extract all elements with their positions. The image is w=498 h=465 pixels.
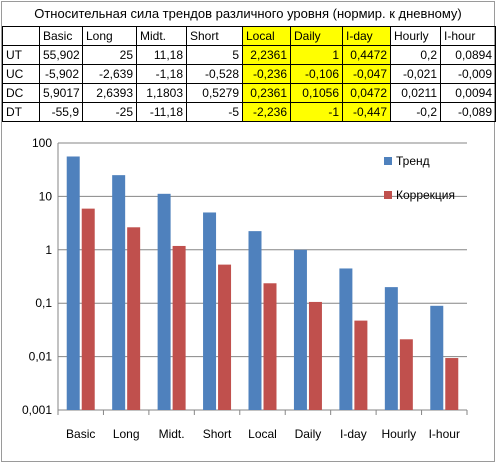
table-cell: 11,18 [136, 45, 187, 65]
data-table: Basic Long Midt. Short Local Daily I-day Hourly… [2, 26, 496, 122]
x-tick-label: Basic [66, 427, 95, 441]
table-cell: -11,18 [136, 102, 187, 122]
table-cell: -55,9 [39, 102, 83, 122]
column-header: Short [186, 26, 243, 46]
table-row: DC 5,9017 2,6393 1,1803 0,5279 0,2361 0,1056 0,… [2, 83, 496, 103]
table-cell: -0,236 [242, 64, 291, 84]
table-cell: 0,2361 [242, 83, 291, 103]
legend-label-trend: Тренд [396, 154, 430, 168]
y-tick-label: 100 [32, 136, 52, 150]
table-cell: -25 [82, 102, 137, 122]
table-cell: -1,18 [136, 64, 187, 84]
table-cell: 0,0472 [342, 83, 391, 103]
table-cell: -0,009 [440, 64, 496, 84]
x-tick-label: Daily [295, 427, 322, 441]
x-tick-label: Short [203, 427, 232, 441]
x-tick-label: Midt. [159, 427, 185, 441]
column-header: I-day [342, 26, 391, 46]
x-tick-label: Local [248, 427, 277, 441]
table-row: UT 55,902 25 11,18 5 2,2361 1 0,4472 0,2 0,0894 [2, 45, 496, 65]
x-tick-label: I-hour [429, 427, 460, 441]
correction-bar [399, 339, 413, 410]
legend-label-correction: Коррекция [396, 188, 455, 202]
trend-bar [339, 268, 353, 410]
correction-bar [218, 264, 232, 410]
column-header: Basic [39, 26, 83, 46]
row-label: DT [2, 102, 40, 122]
y-tick-label: 10 [39, 189, 53, 203]
trend-bar [430, 305, 444, 410]
column-header: Local [242, 26, 291, 46]
trend-bar [293, 249, 307, 410]
y-tick-label: 1 [45, 243, 52, 257]
table-row: DT -55,9 -25 -11,18 -5 -2,236 -1 -0,447 -0,2 -0,0… [2, 102, 496, 122]
table-cell: -0,2 [390, 102, 441, 122]
correction-bar [172, 245, 186, 410]
y-tick-label: 0,001 [22, 403, 52, 417]
trend-bar [384, 287, 398, 410]
legend-swatch-correction [384, 191, 392, 199]
y-tick-label: 0,01 [29, 350, 53, 364]
correction-bar [127, 227, 141, 410]
trend-bar [203, 212, 217, 410]
sheet-title: Относительная сила трендов различного ур… [34, 6, 462, 21]
table-cell: -1 [290, 102, 343, 122]
header-row: Basic Long Midt. Short Local Daily I-day Hourly… [2, 26, 496, 46]
x-tick-label: Hourly [381, 427, 416, 441]
y-tick-label: 0,1 [35, 296, 52, 310]
x-tick-label: Long [113, 427, 140, 441]
correction-bar [445, 358, 459, 410]
trend-bar [157, 193, 171, 410]
table-cell: -0,089 [440, 102, 496, 122]
table-cell: -0,047 [342, 64, 391, 84]
trend-bar [112, 175, 126, 410]
trend-bar [66, 156, 80, 410]
correction-bar [263, 283, 277, 410]
table-cell: -0,447 [342, 102, 391, 122]
table-cell: -2,236 [242, 102, 291, 122]
column-header: Hourly [390, 26, 441, 46]
legend-swatch-trend [384, 157, 392, 165]
correction-bar [308, 301, 322, 410]
correction-bar [81, 208, 95, 410]
table-cell: 5,9017 [39, 83, 83, 103]
correction-bar [354, 320, 368, 410]
trend-bar [248, 231, 262, 410]
x-tick-label: I-day [340, 427, 367, 441]
table-row: UC -5,902 -2,639 -1,18 -0,528 -0,236 -0,106 -0,… [2, 64, 496, 84]
table-cell: 2,2361 [242, 45, 291, 65]
